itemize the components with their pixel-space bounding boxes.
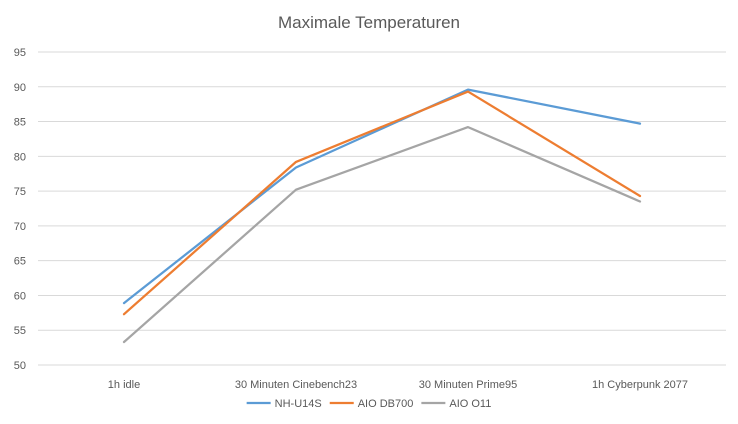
legend-label-aio-db700: AIO DB700 [358,398,414,410]
x-tick-label: 1h Cyberpunk 2077 [592,379,688,391]
y-tick-label: 60 [14,290,26,302]
y-tick-label: 55 [14,325,26,337]
series-line-aio-o11 [122,125,642,344]
y-tick-label: 80 [14,151,26,163]
legend: NH-U14S AIO DB700 AIO O11 [246,398,491,410]
chart-title: Maximale Temperaturen [278,13,460,32]
y-tick-label: 95 [14,47,26,59]
x-tick-label: 30 Minuten Prime95 [419,379,517,391]
y-axis-ticks: 50 55 60 65 70 75 80 85 90 95 [14,47,26,372]
x-axis-ticks: 1h idle 30 Minuten Cinebench23 30 Minuten … [108,379,688,391]
y-tick-label: 70 [14,221,26,233]
x-tick-label: 1h idle [108,379,140,391]
series-line-nh-u14s [122,88,642,305]
y-tick-label: 65 [14,256,26,268]
series-line-aio-db700 [122,90,642,316]
y-tick-label: 85 [14,117,26,129]
series-lines [122,88,642,344]
y-tick-label: 50 [14,360,26,372]
y-tick-label: 75 [14,186,26,198]
x-tick-label: 30 Minuten Cinebench23 [235,379,357,391]
gridlines [38,51,726,366]
legend-label-aio-o11: AIO O11 [449,398,491,410]
legend-label-nh-u14s: NH-U14S [275,398,322,410]
y-tick-label: 90 [14,82,26,94]
